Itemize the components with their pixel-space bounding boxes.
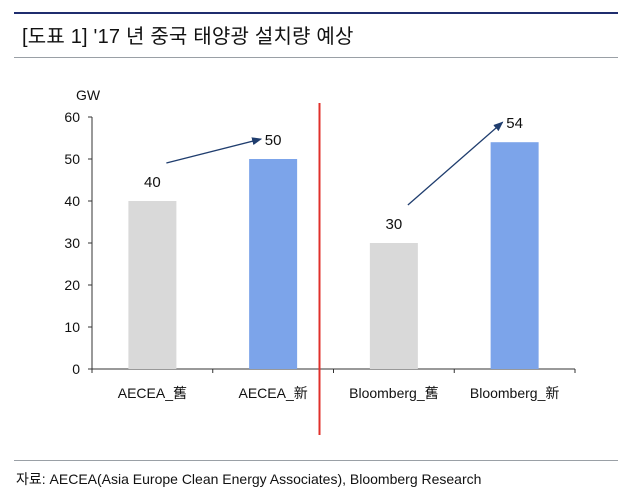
bar — [369, 243, 418, 369]
y-tick-label: 10 — [64, 319, 80, 335]
y-unit-label: GW — [76, 87, 101, 103]
chart-labels: 40 AECEA_舊 50 AECEA_新 30 Bloomberg_舊 54 Bloombe… — [118, 115, 560, 401]
bar-value-label: 50 — [265, 132, 282, 149]
bar-value-label: 40 — [144, 174, 161, 191]
x-category-label: AECEA_新 — [239, 385, 308, 401]
y-tick-label: 30 — [64, 235, 80, 251]
x-category-label: AECEA_舊 — [118, 385, 187, 401]
header-bottom-rule — [14, 57, 618, 58]
trend-arrow — [166, 137, 263, 164]
x-category-label: Bloomberg_新 — [470, 385, 560, 401]
bar-value-label: 30 — [386, 216, 403, 233]
chart-axes: 0 10 20 30 40 50 60 GW — [64, 87, 576, 377]
chart-bars — [128, 142, 539, 369]
bar — [490, 142, 539, 369]
bar-value-label: 54 — [506, 115, 523, 132]
chart-overlays — [166, 103, 504, 435]
header-top-rule — [14, 12, 618, 14]
footer-rule — [14, 460, 618, 461]
y-tick-label: 60 — [64, 109, 80, 125]
y-tick-label: 0 — [72, 361, 80, 377]
trend-arrow — [407, 121, 504, 206]
y-tick-label: 50 — [64, 151, 80, 167]
bar — [128, 201, 177, 369]
y-tick-label: 40 — [64, 193, 80, 209]
chart-title: [도표 1] '17 년 중국 태양광 설치량 예상 — [22, 26, 354, 48]
source-note: 자료: AECEA(Asia Europe Clean Energy Assoc… — [16, 471, 482, 487]
x-category-label: Bloomberg_舊 — [349, 385, 439, 401]
y-tick-label: 20 — [64, 277, 80, 293]
bar — [249, 159, 298, 369]
